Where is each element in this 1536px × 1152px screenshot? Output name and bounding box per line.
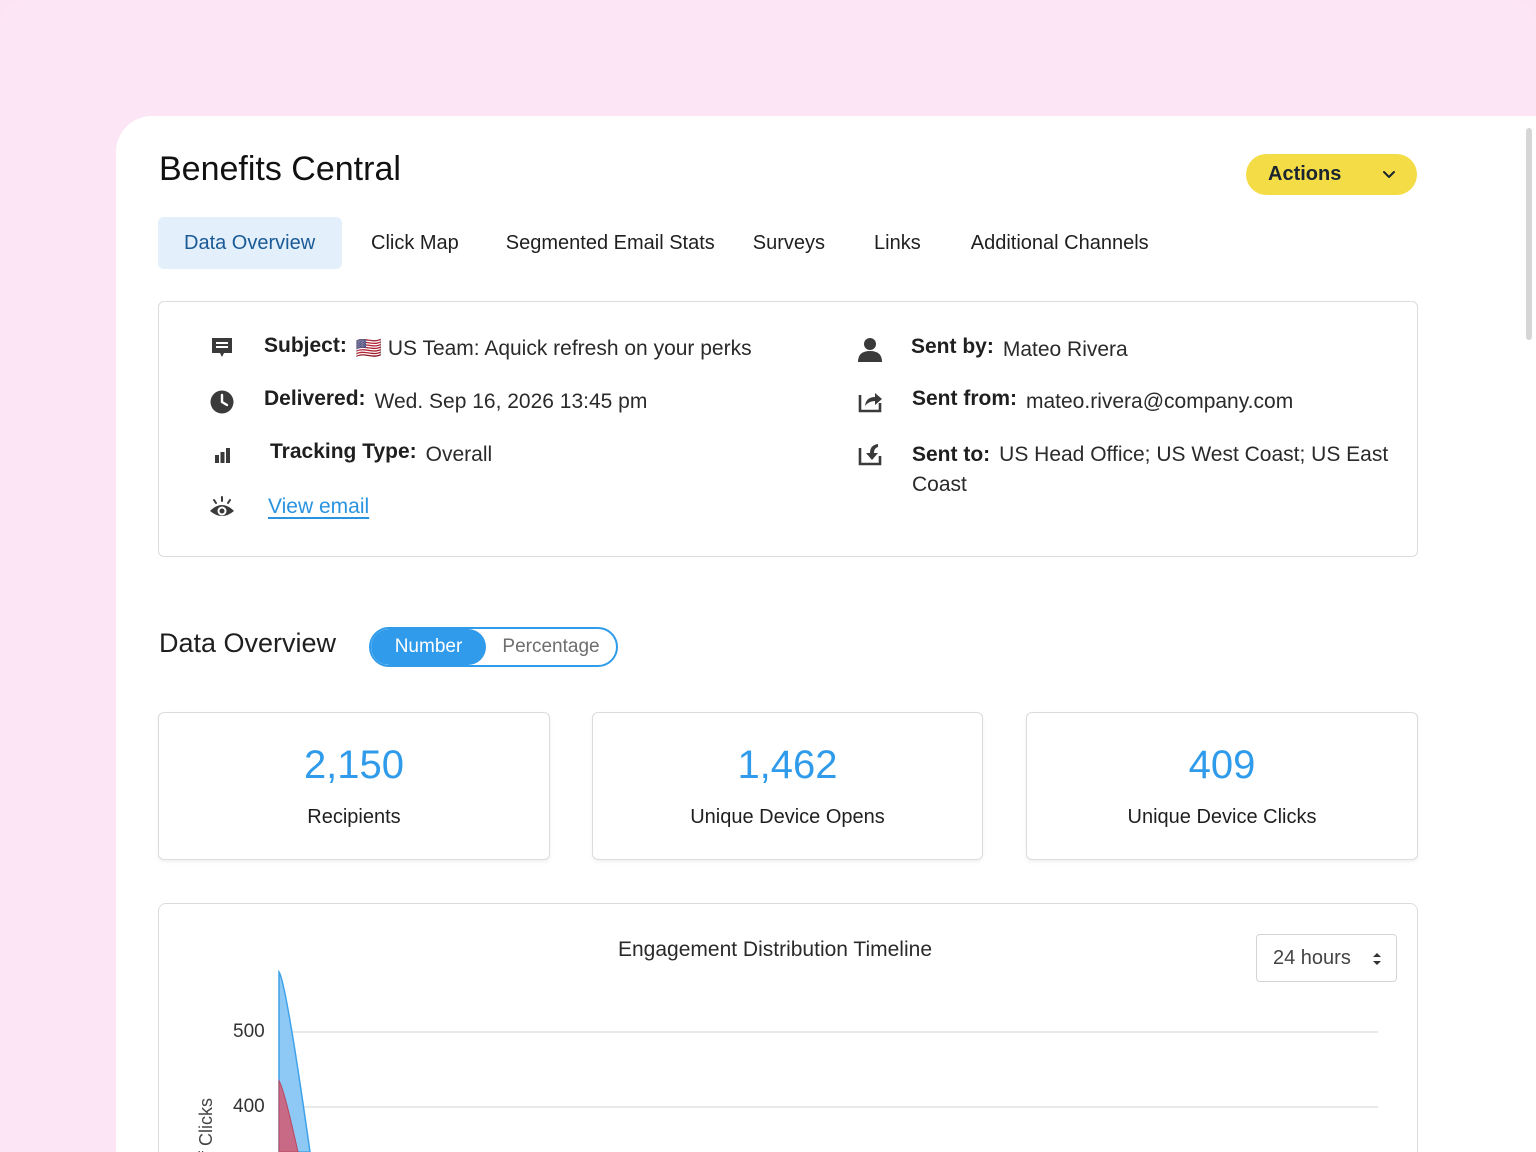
tab-bar: Data Overview Click Map Segmented Email …	[158, 217, 1149, 269]
sent-to-value: US Head Office; US West Coast; US East C…	[912, 443, 1389, 496]
user-icon	[856, 335, 884, 363]
sent-by-row: Sent by: Mateo Rivera	[856, 335, 1128, 365]
scrollbar[interactable]	[1526, 128, 1532, 340]
stat-caption: Unique Device Clicks	[1127, 806, 1317, 828]
stat-caption: Recipients	[307, 806, 401, 828]
sent-to-label: Sent to:	[912, 443, 991, 466]
sent-from-value: mateo.rivera@company.com	[1026, 390, 1294, 413]
bar-chart-icon	[208, 441, 236, 469]
tracking-label: Tracking Type:	[270, 440, 417, 463]
series-area-clicks	[278, 1079, 299, 1152]
engagement-chart-card	[158, 903, 1418, 1152]
number-percentage-toggle: Number Percentage	[369, 627, 618, 667]
view-email-link[interactable]: View email	[268, 495, 370, 518]
sort-arrows-icon	[1373, 953, 1381, 965]
view-email-row: View email	[208, 492, 369, 522]
share-in-icon	[856, 440, 884, 468]
subject-row: Subject: 🇺🇸 US Team: Aquick refresh on y…	[208, 334, 752, 364]
tab-segmented-email-stats[interactable]: Segmented Email Stats	[505, 231, 715, 254]
tracking-row: Tracking Type: Overall	[208, 440, 492, 470]
stat-value: 1,462	[737, 743, 838, 787]
delivered-value: Wed. Sep 16, 2026 13:45 pm	[374, 390, 648, 413]
delivered-row: Delivered: Wed. Sep 16, 2026 13:45 pm	[208, 387, 647, 417]
chart-title: Engagement Distribution Timeline	[618, 938, 932, 961]
tracking-value: Overall	[425, 443, 493, 466]
chevron-down-icon	[1383, 171, 1395, 178]
sent-to-row: Sent to: US Head Office; US West Coast; U…	[856, 440, 1396, 500]
message-icon	[208, 334, 236, 362]
share-out-icon	[856, 387, 884, 415]
clock-icon	[208, 388, 236, 416]
sent-to-text: Sent to: US Head Office; US West Coast; U…	[912, 440, 1396, 500]
sent-by-label: Sent by:	[911, 335, 994, 358]
stat-value: 409	[1188, 743, 1256, 787]
time-range-value: 24 hours	[1273, 946, 1351, 969]
stat-card-unique-opens: 1,462 Unique Device Opens	[592, 712, 983, 860]
y-tick-400: 400	[233, 1096, 265, 1117]
sent-by-value: Mateo Rivera	[1002, 338, 1128, 361]
subject-label: Subject:	[264, 334, 347, 357]
data-overview-heading: Data Overview	[159, 628, 337, 658]
stat-caption: Unique Device Opens	[690, 806, 885, 828]
time-range-select[interactable]: 24 hours	[1256, 934, 1397, 982]
stat-card-recipients: 2,150 Recipients	[158, 712, 550, 860]
sent-from-row: Sent from: mateo.rivera@company.com	[856, 387, 1293, 417]
sent-from-label: Sent from:	[912, 387, 1017, 410]
subject-value: 🇺🇸 US Team: Aquick refresh on your perks	[355, 337, 752, 360]
actions-button[interactable]: Actions	[1246, 154, 1417, 195]
stat-value: 2,150	[303, 743, 405, 787]
tab-additional-channels[interactable]: Additional Channels	[970, 231, 1149, 254]
tab-surveys[interactable]: Surveys	[752, 231, 826, 254]
page-title: Benefits Central	[159, 150, 401, 188]
tab-links[interactable]: Links	[874, 231, 921, 254]
eye-icon	[208, 494, 236, 522]
y-tick-500: 500	[233, 1021, 265, 1042]
toggle-percentage[interactable]: Percentage	[502, 636, 600, 657]
tab-data-overview[interactable]: Data Overview	[158, 217, 342, 269]
stat-card-unique-clicks: 409 Unique Device Clicks	[1026, 712, 1418, 860]
toggle-number[interactable]: Number	[371, 629, 486, 665]
email-details-card	[158, 301, 1418, 557]
actions-label: Actions	[1268, 163, 1342, 185]
delivered-label: Delivered:	[264, 387, 366, 410]
tab-click-map[interactable]: Click Map	[371, 231, 459, 254]
